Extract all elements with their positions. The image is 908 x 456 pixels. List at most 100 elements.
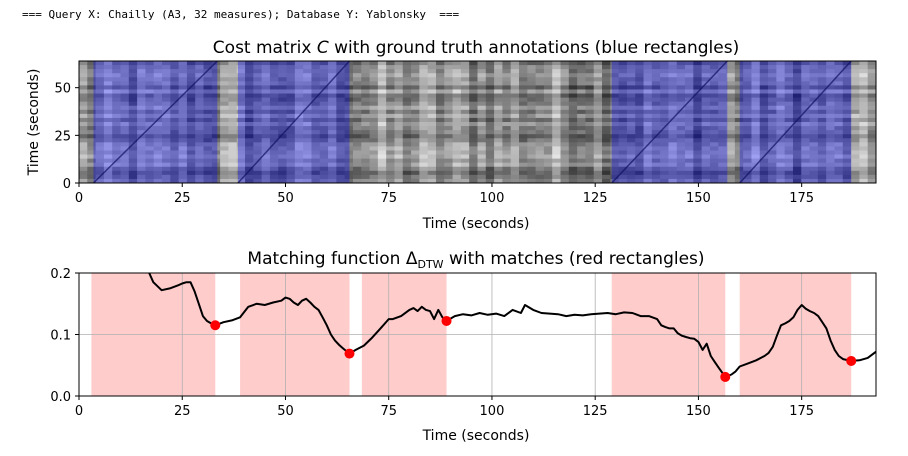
heatmap-cell (668, 134, 678, 139)
heatmap-cell (195, 81, 205, 86)
heatmap-cell (286, 170, 296, 176)
heatmap-cell (635, 113, 645, 119)
heatmap-cell (245, 117, 254, 123)
heatmap-cell (577, 93, 587, 99)
heatmap-cell (112, 150, 122, 156)
heatmap-cell (261, 117, 271, 123)
heatmap-cell (203, 170, 213, 176)
heatmap-cell (792, 178, 802, 183)
heatmap-cell (377, 65, 387, 70)
heatmap-cell (651, 61, 661, 66)
heatmap-cell (801, 142, 811, 147)
heatmap-cell (792, 166, 802, 172)
heatmap-cell (867, 97, 876, 103)
heatmap-cell (626, 81, 636, 86)
heatmap-cell (543, 158, 553, 164)
heatmap-cell (768, 61, 777, 66)
heatmap-cell (610, 154, 620, 160)
heatmap-cell (577, 134, 587, 139)
heatmap-cell (743, 69, 753, 74)
heatmap-cell (552, 162, 562, 168)
heatmap-cell (203, 109, 213, 115)
heatmap-cell (203, 142, 213, 147)
heatmap-cell (602, 117, 611, 123)
heatmap-cell (776, 65, 786, 70)
heatmap-cell (602, 138, 611, 143)
heatmap-cell (535, 126, 545, 131)
heatmap-cell (510, 134, 520, 139)
heatmap-cell (651, 130, 661, 135)
heatmap-cell (494, 89, 503, 95)
heatmap-cell (734, 146, 744, 152)
heatmap-cell (502, 89, 512, 95)
match-point (344, 348, 355, 359)
heatmap-cell (701, 61, 711, 66)
heatmap-cell (186, 174, 196, 180)
heatmap-cell (170, 154, 180, 160)
heatmap-cell (527, 154, 537, 160)
heatmap-cell (170, 101, 180, 107)
heatmap-cell (593, 117, 603, 123)
heatmap-cell (87, 89, 97, 95)
heatmap-cell (286, 178, 296, 183)
heatmap-cell (186, 73, 196, 78)
heatmap-cell (726, 109, 736, 115)
x-tick-label: 175 (789, 191, 814, 206)
heatmap-cell (593, 130, 603, 135)
heatmap-cell (261, 89, 271, 95)
heatmap-cell (817, 65, 827, 70)
heatmap-cell (809, 134, 819, 139)
heatmap-cell (294, 77, 304, 82)
heatmap-cell (419, 142, 429, 147)
heatmap-cell (568, 142, 578, 147)
heatmap-cell (452, 178, 462, 183)
heatmap-cell (568, 113, 578, 119)
heatmap-cell (768, 77, 777, 82)
heatmap-cell (328, 178, 337, 183)
heatmap-cell (577, 166, 587, 172)
heatmap-cell (228, 142, 238, 147)
heatmap-cell (676, 93, 686, 99)
heatmap-cell (286, 69, 296, 74)
heatmap-cell (660, 134, 670, 139)
heatmap-cell (195, 69, 205, 74)
heatmap-cell (328, 158, 337, 164)
heatmap-cell (701, 146, 711, 152)
heatmap-cell (543, 166, 553, 172)
heatmap-cell (676, 81, 686, 86)
heatmap-cell (543, 162, 553, 168)
query-header-text: === Query X: Chailly (A3, 32 measures); … (22, 8, 460, 21)
heatmap-cell (369, 61, 379, 66)
heatmap-cell (402, 77, 412, 82)
heatmap-cell (170, 81, 180, 86)
heatmap-cell (519, 130, 528, 135)
heatmap-cell (402, 113, 412, 119)
heatmap-cell (726, 85, 736, 91)
heatmap-cell (577, 81, 587, 86)
heatmap-cell (178, 113, 188, 119)
heatmap-cell (211, 178, 221, 183)
heatmap-cell (477, 101, 487, 107)
heatmap-cell (469, 77, 479, 82)
heatmap-cell (809, 130, 819, 135)
heatmap-cell (269, 93, 279, 99)
heatmap-cell (170, 117, 180, 123)
heatmap-cell (452, 73, 462, 78)
heatmap-cell (676, 178, 686, 183)
heatmap-cell (253, 134, 263, 139)
heatmap-cell (303, 166, 313, 172)
heatmap-cell (336, 166, 346, 172)
heatmap-cell (236, 170, 246, 176)
heatmap-cell (419, 69, 429, 74)
heatmap-cell (427, 97, 437, 103)
heatmap-cell (776, 178, 786, 183)
heatmap-cell (527, 146, 537, 152)
heatmap-cell (228, 138, 238, 143)
heatmap-cell (502, 101, 512, 107)
heatmap-cell (859, 126, 869, 131)
heatmap-cell (369, 77, 379, 82)
heatmap-cell (867, 122, 876, 127)
heatmap-cell (543, 97, 553, 103)
heatmap-cell (170, 178, 180, 183)
heatmap-cell (751, 77, 761, 82)
